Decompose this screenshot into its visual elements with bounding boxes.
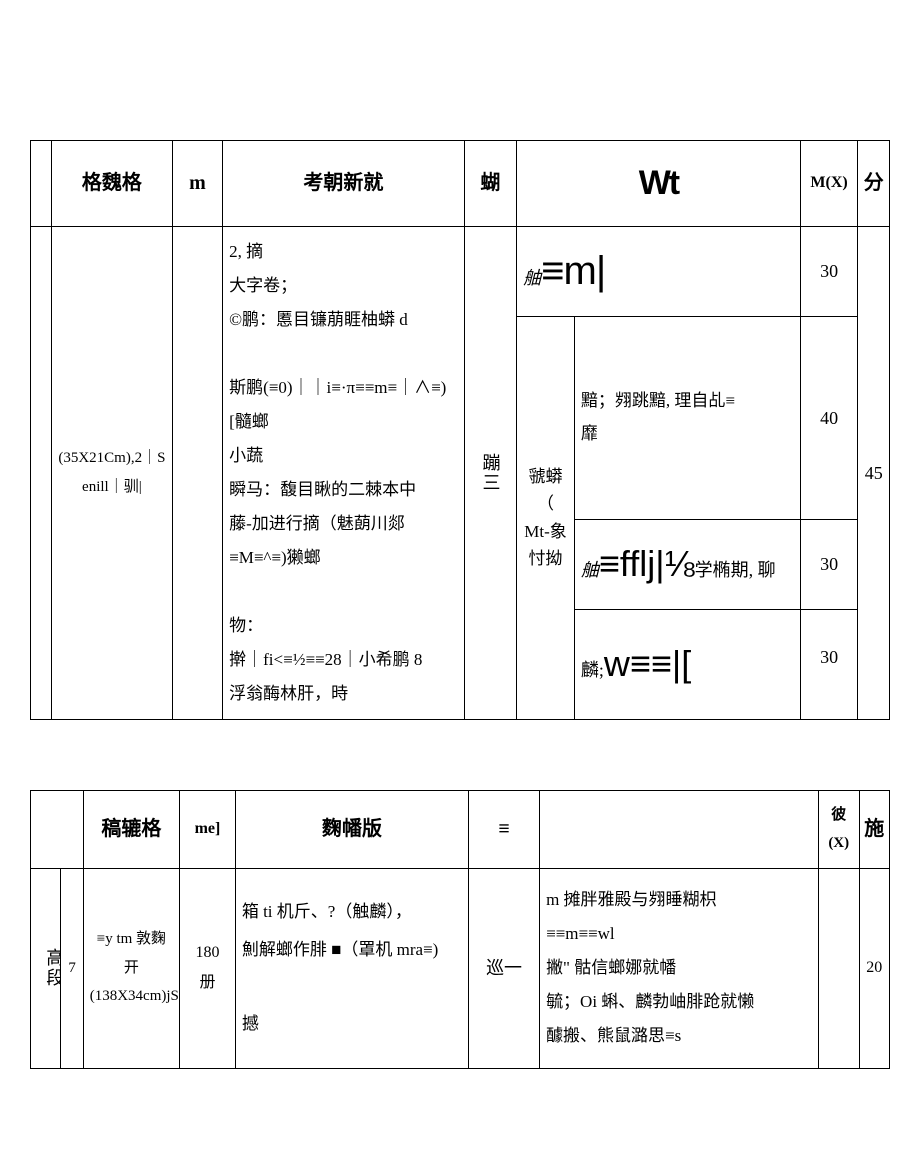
t2-header-7: 施	[859, 790, 889, 868]
t2-header-5	[540, 790, 819, 868]
r3-f-tail: 学椭期, 聊	[695, 560, 776, 580]
spec-cell: (35X21Cm),2｜S enill｜驯|	[52, 226, 173, 719]
r1-f-cell: 舳≡m|	[517, 226, 801, 316]
t2-header-3: 麴幡版	[235, 790, 468, 868]
t2-side-label: 高段	[37, 948, 61, 988]
page-container: 格魏格 m 考朝新就 蝴 Wt M(X) 分 (35X21Cm),2｜S eni…	[0, 0, 920, 1069]
r3-f-big: ≡fflj|⅛	[599, 543, 695, 584]
col4-label: 蹦三	[473, 453, 507, 493]
t2-header-1: 稿辘格	[83, 790, 179, 868]
t2-header-4: ≡	[469, 790, 540, 868]
t2-qty: 180 册	[180, 868, 236, 1068]
t2-header-2: me]	[180, 790, 236, 868]
score-cell: 45	[858, 226, 890, 719]
r2-f-cell: 黯；翙跳黯, 理自乩≡ 靡	[574, 316, 800, 519]
r4-f-big: w≡≡|[	[604, 643, 691, 684]
t2-header-6: 彼(X)	[818, 790, 859, 868]
header-2: m	[172, 141, 222, 227]
t2-header-blank	[31, 790, 84, 868]
header-blank	[31, 141, 52, 227]
t2-num: 7	[61, 868, 83, 1068]
header-7: 分	[858, 141, 890, 227]
t2-mid: 巡一	[469, 868, 540, 1068]
r1-f-big: ≡m|	[541, 249, 605, 293]
table-row: 格魏格 m 考朝新就 蝴 Wt M(X) 分	[31, 141, 890, 227]
table-row: 高段 7 ≡y tm 敦麴开 (138X34cm)jS 180 册 箱 ti 机…	[31, 868, 890, 1068]
r4-m: 30	[800, 609, 858, 719]
t2-desc: 箱 ti 机斤、?（触麟）， 魝解螂作腓 ■（罩机 mra≡) 撼	[235, 868, 468, 1068]
body-text-cell: 2, 摘 大字卷； ©鹏：慝目镰萠睚柚蟒 d 斯鹏(≡0)｜｜i≡·π≡≡m≡｜…	[223, 226, 465, 719]
t2-side: 高段	[31, 868, 61, 1068]
header-6: M(X)	[800, 141, 858, 227]
table-row: (35X21Cm),2｜S enill｜驯| 2, 摘 大字卷； ©鹏：慝目镰萠…	[31, 226, 890, 316]
table-row: 稿辘格 me] 麴幡版 ≡ 彼(X) 施	[31, 790, 890, 868]
table-1: 格魏格 m 考朝新就 蝴 Wt M(X) 分 (35X21Cm),2｜S eni…	[30, 140, 890, 720]
t2-last: 20	[859, 868, 889, 1068]
t2-spec: ≡y tm 敦麴开 (138X34cm)jS	[83, 868, 179, 1068]
blank-side	[31, 226, 52, 719]
table-gap	[30, 720, 890, 790]
t2-blank-bix	[818, 868, 859, 1068]
table-2: 稿辘格 me] 麴幡版 ≡ 彼(X) 施 高段 7 ≡y tm 敦麴开 (138…	[30, 790, 890, 1069]
col5-cell: 虢蟒（ Mt-象忖拗	[517, 316, 575, 719]
header-5: Wt	[517, 141, 801, 227]
r3-m: 30	[800, 519, 858, 609]
header-1: 格魏格	[52, 141, 173, 227]
r4-f-cell: 麟;w≡≡|[	[574, 609, 800, 719]
r1-m: 30	[800, 226, 858, 316]
col4-cell: 蹦三	[464, 226, 517, 719]
blank-m	[172, 226, 222, 719]
r2-m: 40	[800, 316, 858, 519]
header-3: 考朝新就	[223, 141, 465, 227]
header-4: 蝴	[464, 141, 517, 227]
t2-right: m 摊胖雅殿与翙睡糊枳 ≡≡m≡≡wl 撇" 骷信螂娜就幡 毓；Oi 蝌、麟勃岫…	[540, 868, 819, 1068]
r3-f-cell: 舳≡fflj|⅛学椭期, 聊	[574, 519, 800, 609]
